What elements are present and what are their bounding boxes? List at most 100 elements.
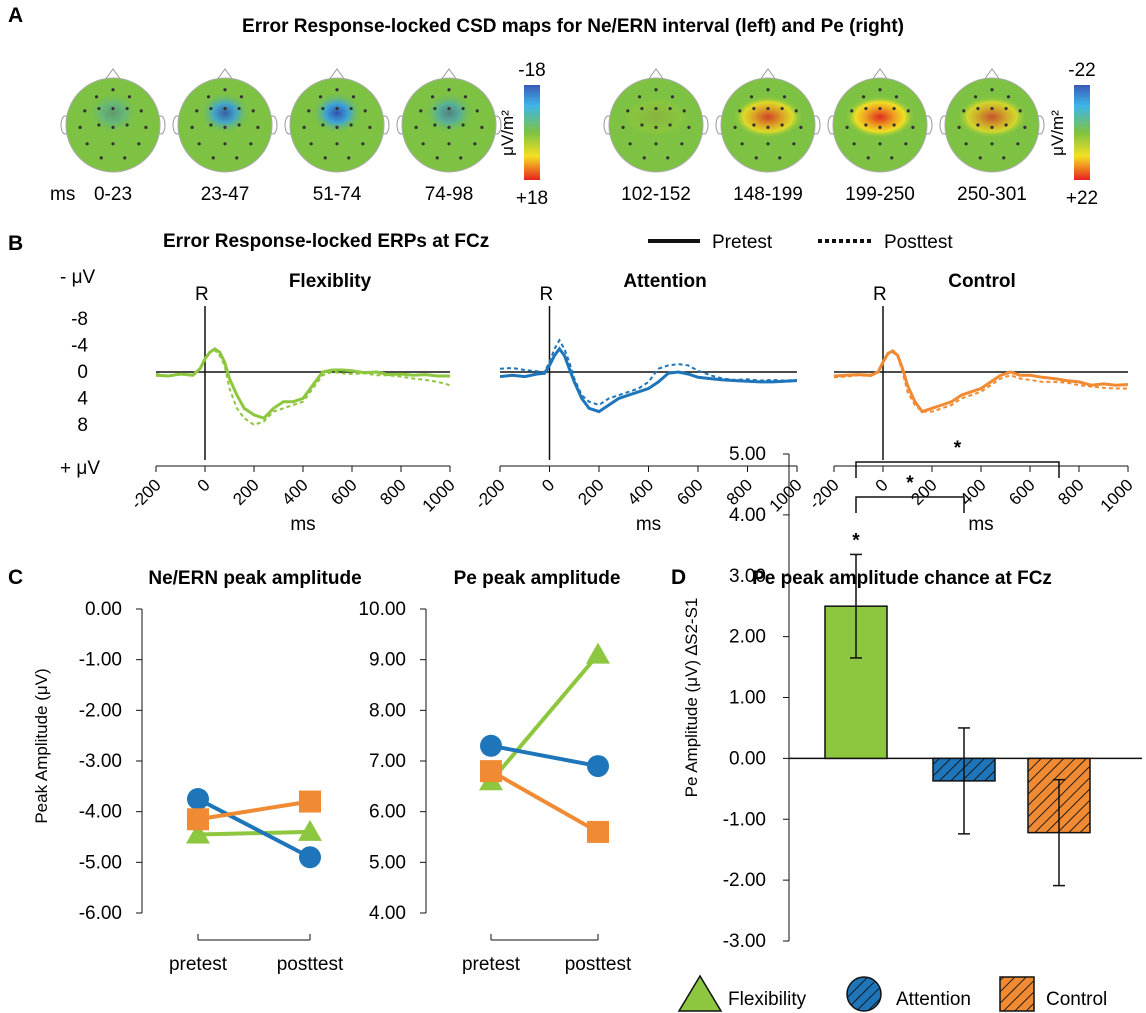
electrode-dot [415,126,418,129]
x-tick-label: 800 [1054,475,1087,508]
electrode-dot [654,142,657,145]
marker-attention [480,735,502,757]
x-tick-label: -200 [127,475,164,512]
scalp-positive-region [733,96,804,138]
x-tick-label: 400 [278,475,311,508]
erp-y-ticks: -8 -4 0 4 8 [71,309,88,436]
electrode-dot [347,156,350,159]
electrode-dot [212,156,215,159]
electrode-dot [207,95,210,98]
erp-plot-title: Flexiblity [289,271,372,292]
erp-plot-title: Control [948,271,1016,292]
electrode-dot [643,156,646,159]
scalp-map [397,69,501,172]
electrode-dot [319,95,322,98]
y-tick-label: -1.00 [723,809,766,830]
electrode-dot [321,107,324,110]
electrode-dot [126,107,129,110]
electrode-dot [431,95,434,98]
map-interval-label: 102-152 [621,184,691,205]
y-tick-label: 4.00 [729,505,766,526]
legend-control-label: Control [1046,989,1107,1010]
electrode-dot [752,107,755,110]
panel-c-plots: Ne/ERN peak amplitude 0.00 -1.00 -2.00 -3.00… [79,568,632,975]
erp-y-tick-label: -4 [71,336,88,357]
x-tick-label: 400 [624,475,657,508]
erp-line-pretest [156,349,450,418]
electrode-dot [240,95,243,98]
electrode-dot [766,107,769,110]
map-interval-label: 23-47 [201,184,250,205]
electrode-dot [1016,142,1019,145]
electrode-dot [629,142,632,145]
x-tick-label: 200 [229,475,262,508]
electrode-dot [666,156,669,159]
x-tick-label: 800 [376,475,409,508]
y-tick-label: 10.00 [358,599,406,620]
erp-line-pretest [834,351,1128,412]
marker-control [480,760,502,782]
electrode-dot [738,109,741,112]
y-tick-label: -2.00 [723,870,766,891]
electrode-dot [303,126,306,129]
series-line-control [491,771,598,832]
electrode-dot [878,126,881,129]
series-line-control [198,802,310,820]
erp-legend: Pretest Posttest [648,232,953,253]
electrode-dot [862,95,865,98]
electrode-dot [462,107,465,110]
colorbar-ern-max: +18 [516,188,548,209]
electrode-dot [195,109,198,112]
electrode-dot [350,123,353,126]
electrode-dot [79,126,82,129]
panel-d-legend: Flexibility Attention Control [679,976,1107,1011]
category-label: posttest [277,954,344,975]
marker-control [587,821,609,843]
map-interval-label: 148-199 [733,184,803,205]
electrode-dot [958,126,961,129]
erp-y-tick-label: 4 [77,388,88,409]
erp-y-tick-label: 8 [77,415,88,436]
electrode-dot [990,107,993,110]
electrode-dot [335,126,338,129]
electrode-dot [890,156,893,159]
panel-d-plot: Pe peak amplitude chance at FCz Pe Amplit… [682,438,1142,952]
electrode-dot [350,107,353,110]
x-tick-label: 200 [574,475,607,508]
electrode-dot [198,142,201,145]
y-tick-label: 7.00 [369,751,406,772]
erp-y-tick-label: 0 [77,362,88,383]
erp-plot-flexibility: Flexiblity R -200 0 200 400 600 800 1000 ms [127,271,458,535]
electrode-dot [878,107,881,110]
significance-bracket-star: * [954,438,962,459]
electrode-dot [223,107,226,110]
scalp-positive-region [845,96,916,138]
y-tick-label: -6.00 [79,903,122,924]
electrode-dot [462,123,465,126]
electrode-dot [893,107,896,110]
time-unit-label: ms [50,184,75,205]
electrode-dot [766,142,769,145]
electrode-dot [361,142,364,145]
legend-circle-hatch [847,977,881,1011]
electrode-dot [223,126,226,129]
electrode-dot [238,107,241,110]
electrode-dot [126,123,129,126]
marker-attention [187,788,209,810]
y-tick-label: -3.00 [79,751,122,772]
y-tick-label: -2.00 [79,700,122,721]
panel-a-title: Error Response-locked CSD maps for Ne/ER… [242,16,904,37]
electrode-dot [473,142,476,145]
category-label: pretest [169,954,228,975]
electrode-dot [752,123,755,126]
electrode-dot [640,123,643,126]
electrode-dot [1007,95,1010,98]
x-tick-label: 0 [538,475,558,495]
electrode-dot [436,156,439,159]
electrode-dot [976,123,979,126]
electrode-dot [433,107,436,110]
category-label: posttest [565,954,632,975]
electrode-dot [976,107,979,110]
erp-y-tick-label: -8 [71,309,88,330]
